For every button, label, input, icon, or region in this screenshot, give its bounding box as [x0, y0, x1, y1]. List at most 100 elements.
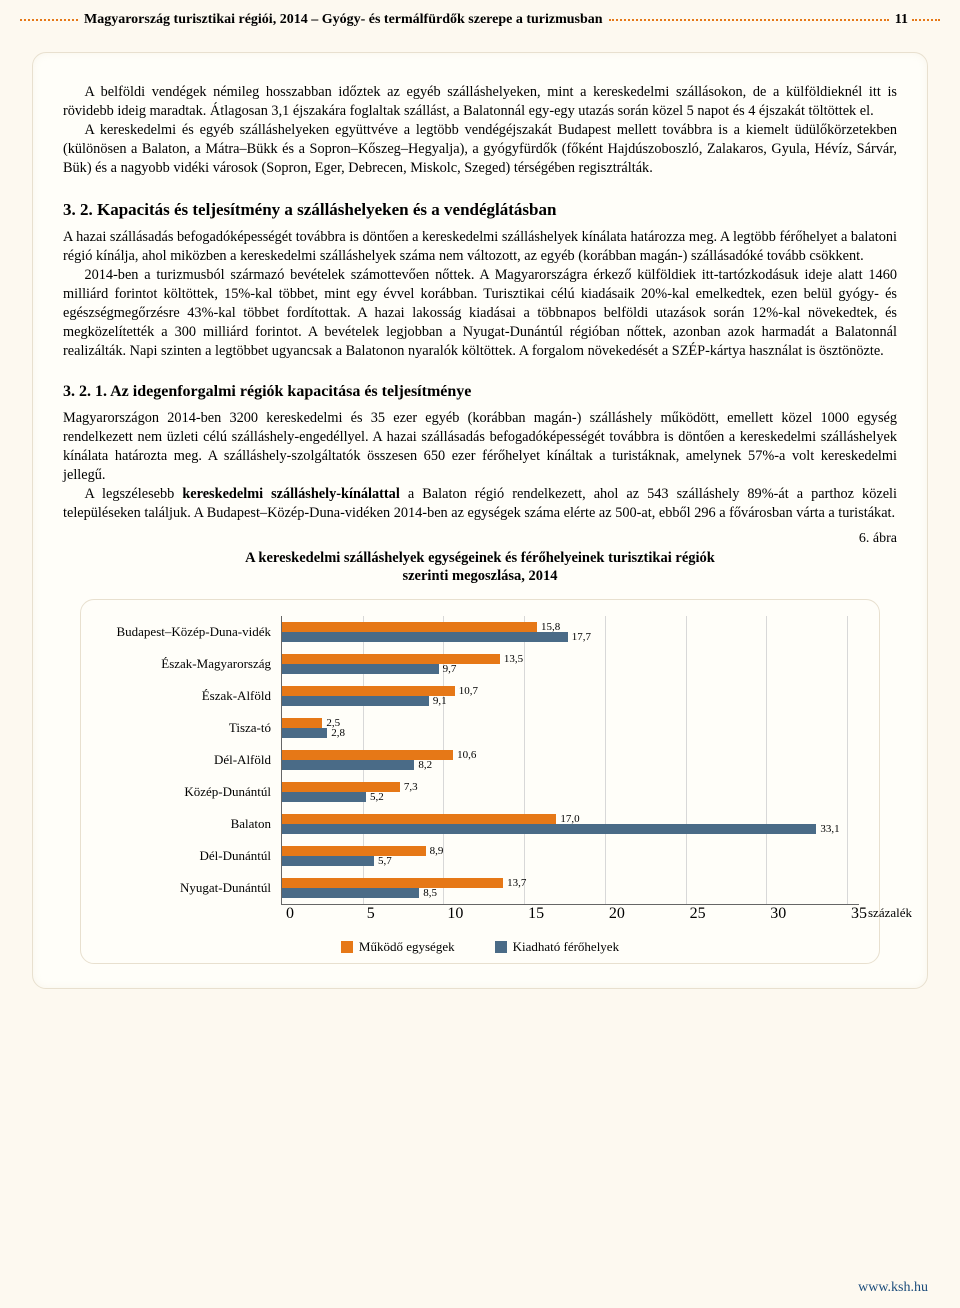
- chart-bar: 17,0: [282, 814, 859, 824]
- page-header: Magyarország turisztikai régiói, 2014 – …: [0, 0, 960, 32]
- chart-x-tick: 0: [286, 905, 294, 923]
- chart-bar: 5,7: [282, 856, 859, 866]
- chart-bar-fill: [282, 696, 429, 706]
- chart-bar-fill: [282, 856, 374, 866]
- chart-bar-fill: [282, 718, 322, 728]
- chart-bar-fill: [282, 632, 568, 642]
- chart-bar-value: 2,8: [331, 727, 345, 739]
- legend-label-1: Működő egységek: [359, 939, 455, 955]
- chart-bar: 17,7: [282, 632, 859, 642]
- header-title: Magyarország turisztikai régiói, 2014 – …: [84, 12, 603, 28]
- chart-bar-row: 13,78,5: [282, 872, 859, 904]
- chart-bar-fill: [282, 686, 455, 696]
- paragraph-4: 2014-ben a turizmusból származó bevétele…: [63, 266, 897, 361]
- chart-category-label: Dél-Alföld: [214, 744, 271, 776]
- chart-bar: 33,1: [282, 824, 859, 834]
- chart-bar: 10,6: [282, 750, 859, 760]
- chart-bar-row: 15,817,7: [282, 616, 859, 648]
- chart-area: Budapest–Közép-Duna-vidékÉszak-Magyarors…: [101, 616, 859, 905]
- footer-url: www.ksh.hu: [858, 1280, 928, 1296]
- chart-bar-fill: [282, 654, 500, 664]
- chart-category-label: Nyugat-Dunántúl: [180, 872, 271, 904]
- paragraph-3: A hazai szállásadás befogadóképességét t…: [63, 228, 897, 266]
- chart-bar-value: 9,1: [433, 695, 447, 707]
- chart-bar-fill: [282, 824, 816, 834]
- chart-bar-fill: [282, 728, 327, 738]
- chart-category-label: Budapest–Közép-Duna-vidék: [116, 616, 271, 648]
- chart-y-labels: Budapest–Közép-Duna-vidékÉszak-Magyarors…: [101, 616, 281, 905]
- header-dots-tail: [912, 19, 940, 21]
- legend-item-1: Működő egységek: [341, 939, 455, 955]
- chart-bar-fill: [282, 760, 414, 770]
- header-dots-left: [20, 19, 78, 21]
- chart-bar-row: 10,79,1: [282, 680, 859, 712]
- chart-bar: 8,2: [282, 760, 859, 770]
- header-dots-right: [609, 19, 889, 21]
- chart-category-label: Tisza-tó: [229, 712, 271, 744]
- chart-legend: Működő egységek Kiadható férőhelyek: [101, 939, 859, 955]
- chart-bar-value: 33,1: [820, 823, 839, 835]
- chart-category-label: Balaton: [231, 808, 271, 840]
- chart-bar: 8,5: [282, 888, 859, 898]
- chart-bar-row: 7,35,2: [282, 776, 859, 808]
- chart-x-tick: 15: [528, 905, 544, 923]
- chart-x-tick: 20: [609, 905, 625, 923]
- chart-category-label: Dél-Dunántúl: [200, 840, 271, 872]
- chart-bar-value: 8,5: [423, 887, 437, 899]
- chart-bar-fill: [282, 878, 503, 888]
- chart-x-tick: 35: [851, 905, 867, 923]
- chart-bar: 13,7: [282, 878, 859, 888]
- chart-bars-area: 15,817,713,59,710,79,12,52,810,68,27,35,…: [281, 616, 859, 905]
- chart-bar-value: 17,7: [572, 631, 591, 643]
- chart-bar: 5,2: [282, 792, 859, 802]
- chart-bar-fill: [282, 888, 419, 898]
- chart-bar-value: 8,2: [418, 759, 432, 771]
- figure-title-line2: szerinti megoszlása, 2014: [402, 568, 557, 584]
- chart-bar-value: 5,7: [378, 855, 392, 867]
- chart-bar-row: 13,59,7: [282, 648, 859, 680]
- chart-bar-value: 9,7: [443, 663, 457, 675]
- chart-bar-fill: [282, 846, 426, 856]
- chart-bar: 9,1: [282, 696, 859, 706]
- p6-pre: A legszélesebb: [84, 486, 182, 502]
- chart-bar: 9,7: [282, 664, 859, 674]
- paragraph-1: A belföldi vendégek némileg hosszabban i…: [63, 83, 897, 121]
- chart-bar-value: 5,2: [370, 791, 384, 803]
- chart-bar: 13,5: [282, 654, 859, 664]
- legend-item-2: Kiadható férőhelyek: [495, 939, 619, 955]
- chart-bar: 8,9: [282, 846, 859, 856]
- chart-bar-fill: [282, 814, 556, 824]
- chart-container: Budapest–Közép-Duna-vidékÉszak-Magyarors…: [80, 599, 880, 964]
- figure-title: A kereskedelmi szálláshelyek egységeinek…: [63, 549, 897, 585]
- paragraph-5: Magyarországon 2014-ben 3200 kereskedelm…: [63, 409, 897, 485]
- chart-bar-row: 2,52,8: [282, 712, 859, 744]
- chart-bar-fill: [282, 622, 537, 632]
- page-number: 11: [895, 12, 908, 28]
- chart-bar-fill: [282, 792, 366, 802]
- chart-x-unit: százalék: [868, 905, 912, 921]
- figure-label: 6. ábra: [63, 531, 897, 547]
- paragraph-6: A legszélesebb kereskedelmi szálláshely-…: [63, 485, 897, 523]
- chart-category-label: Észak-Alföld: [202, 680, 271, 712]
- chart-x-tick: 10: [447, 905, 463, 923]
- page-number-box: 11: [895, 12, 940, 28]
- chart-x-tick: 5: [367, 905, 375, 923]
- legend-label-2: Kiadható férőhelyek: [513, 939, 619, 955]
- chart-category-label: Közép-Dunántúl: [184, 776, 271, 808]
- chart-x-tick: 25: [690, 905, 706, 923]
- chart-bar: 10,7: [282, 686, 859, 696]
- chart-bar-row: 17,033,1: [282, 808, 859, 840]
- chart-bar: 2,5: [282, 718, 859, 728]
- paragraph-2: A kereskedelmi és egyéb szálláshelyeken …: [63, 121, 897, 178]
- legend-swatch-2: [495, 941, 507, 953]
- p6-bold: kereskedelmi szálláshely-kínálattal: [182, 486, 399, 502]
- chart-bar-row: 10,68,2: [282, 744, 859, 776]
- content-panel: A belföldi vendégek némileg hosszabban i…: [32, 52, 928, 989]
- legend-swatch-1: [341, 941, 353, 953]
- chart-bar: 7,3: [282, 782, 859, 792]
- chart-bar-row: 8,95,7: [282, 840, 859, 872]
- heading-3-2-1: 3. 2. 1. Az idegenforgalmi régiók kapaci…: [63, 383, 897, 401]
- figure-title-line1: A kereskedelmi szálláshelyek egységeinek…: [245, 550, 715, 566]
- chart-category-label: Észak-Magyarország: [161, 648, 271, 680]
- chart-x-axis: 05101520253035százalék: [291, 905, 859, 925]
